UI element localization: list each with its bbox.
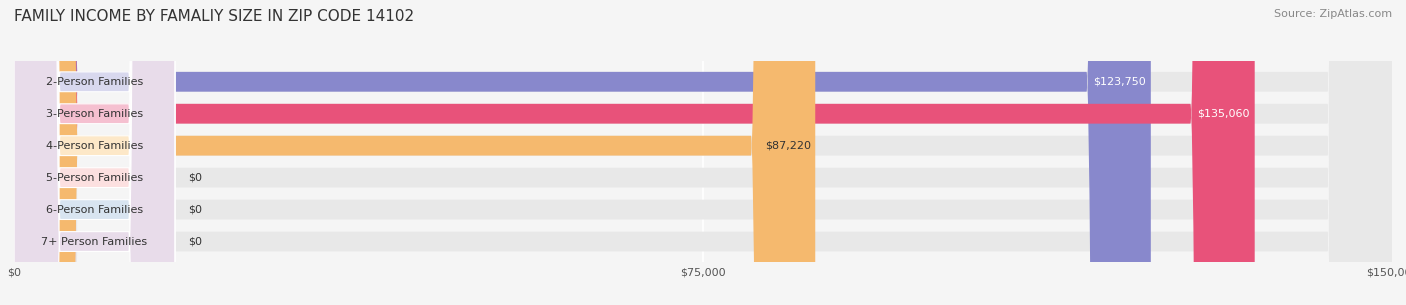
Text: $87,220: $87,220: [765, 141, 811, 151]
FancyBboxPatch shape: [14, 0, 174, 305]
FancyBboxPatch shape: [14, 0, 1392, 305]
Text: 7+ Person Families: 7+ Person Families: [41, 237, 148, 246]
FancyBboxPatch shape: [14, 0, 1392, 305]
FancyBboxPatch shape: [14, 0, 174, 305]
FancyBboxPatch shape: [14, 0, 174, 305]
FancyBboxPatch shape: [14, 0, 1392, 305]
Text: 5-Person Families: 5-Person Families: [46, 173, 143, 183]
Text: $0: $0: [188, 173, 202, 183]
Text: 4-Person Families: 4-Person Families: [46, 141, 143, 151]
FancyBboxPatch shape: [14, 0, 1392, 305]
Text: 3-Person Families: 3-Person Families: [46, 109, 143, 119]
Text: $0: $0: [188, 205, 202, 215]
Text: 2-Person Families: 2-Person Families: [46, 77, 143, 87]
FancyBboxPatch shape: [14, 0, 1392, 305]
Text: FAMILY INCOME BY FAMALIY SIZE IN ZIP CODE 14102: FAMILY INCOME BY FAMALIY SIZE IN ZIP COD…: [14, 9, 415, 24]
FancyBboxPatch shape: [14, 0, 1392, 305]
Text: $123,750: $123,750: [1094, 77, 1146, 87]
FancyBboxPatch shape: [14, 0, 174, 305]
Text: Source: ZipAtlas.com: Source: ZipAtlas.com: [1274, 9, 1392, 19]
FancyBboxPatch shape: [14, 0, 174, 305]
FancyBboxPatch shape: [14, 0, 815, 305]
Text: 6-Person Families: 6-Person Families: [46, 205, 143, 215]
Text: $0: $0: [188, 237, 202, 246]
FancyBboxPatch shape: [14, 0, 1254, 305]
FancyBboxPatch shape: [14, 0, 174, 305]
Text: $135,060: $135,060: [1198, 109, 1250, 119]
FancyBboxPatch shape: [14, 0, 1150, 305]
